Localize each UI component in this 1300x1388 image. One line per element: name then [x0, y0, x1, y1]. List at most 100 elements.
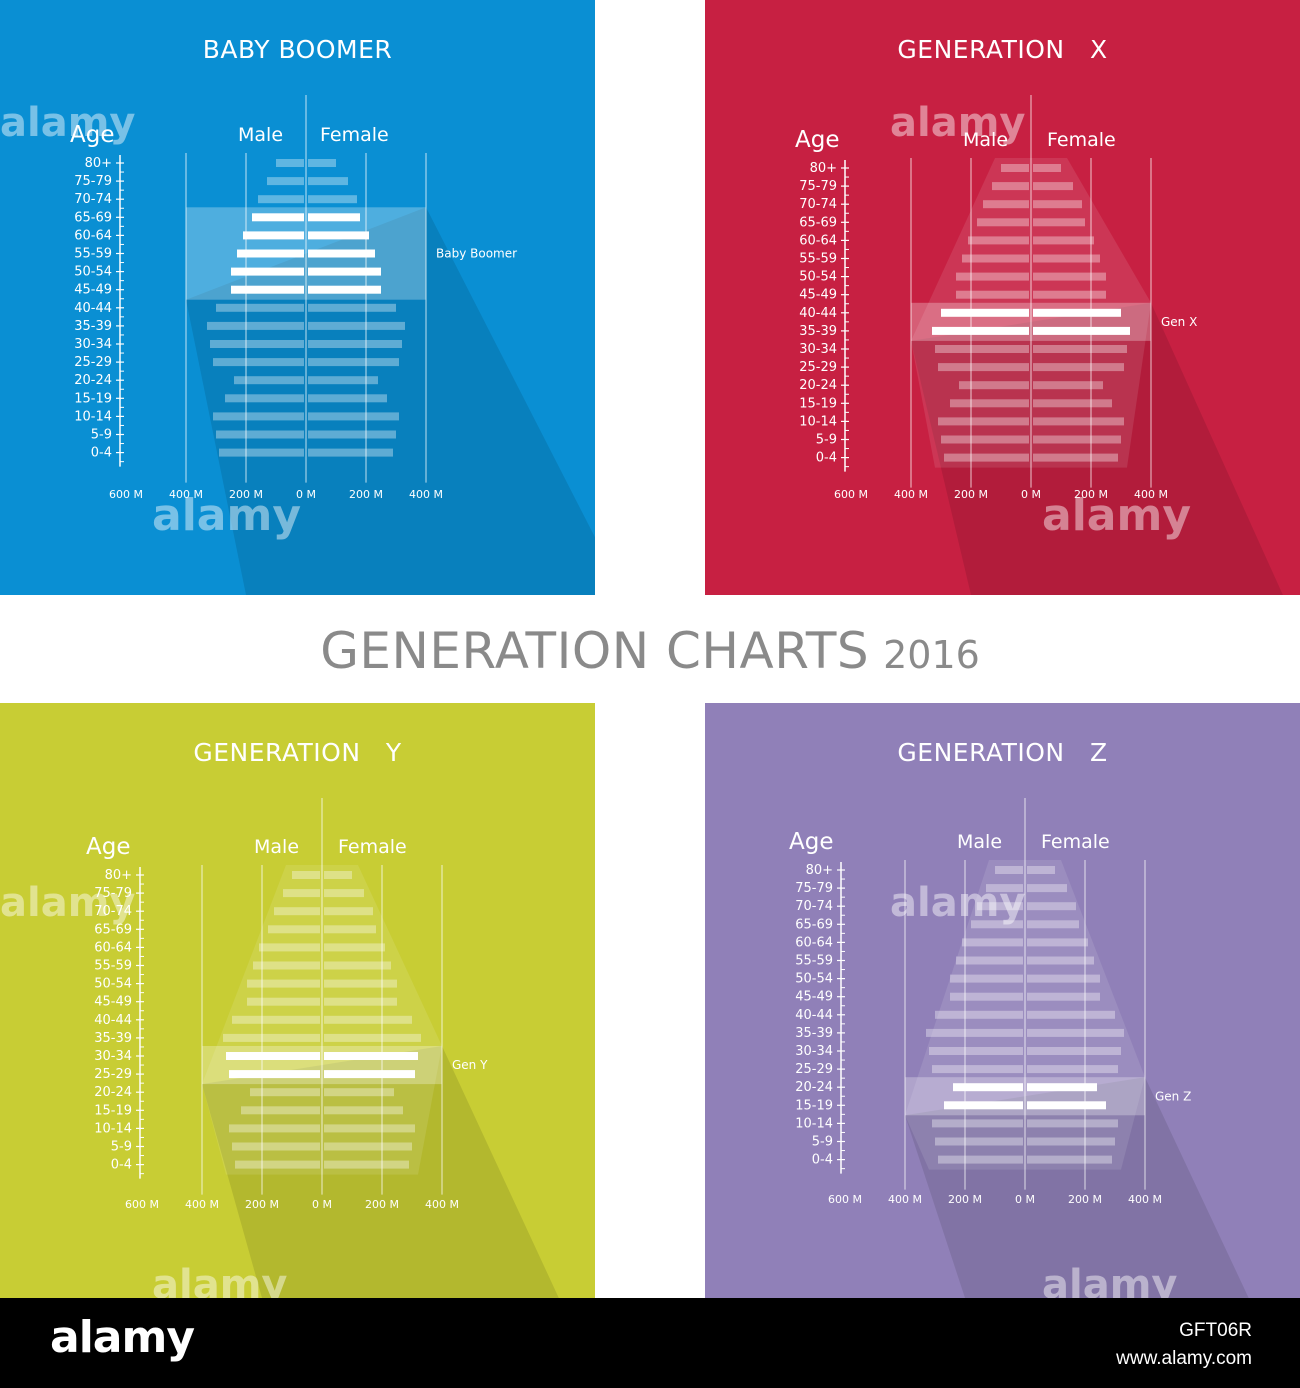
chart-title: BABY BOOMER	[202, 35, 393, 64]
age-tick-label: 10-14	[799, 414, 837, 429]
age-tick-label: 30-34	[795, 1044, 833, 1059]
bar-male-65-69	[252, 213, 304, 222]
highlight-label: Gen Y	[452, 1058, 488, 1072]
bar-male-65-69	[977, 218, 1029, 227]
age-tick-label: 30-34	[799, 342, 837, 357]
age-tick-label: 5-9	[91, 428, 112, 443]
bar-male-10-14	[229, 1124, 320, 1133]
bar-female-80+	[1027, 866, 1055, 874]
bar-male-55-59	[237, 249, 304, 258]
bar-female-30-34	[1033, 345, 1127, 353]
bar-male-25-29	[229, 1070, 320, 1079]
male-label: Male	[963, 129, 1009, 151]
age-tick-label: 65-69	[94, 922, 132, 937]
bar-male-30-34	[210, 340, 304, 348]
bar-female-25-29	[324, 1070, 415, 1079]
age-tick-label: 65-69	[74, 210, 112, 225]
x-tick-label: 400 M	[185, 1198, 219, 1211]
x-tick-label: 600 M	[125, 1198, 159, 1211]
age-tick-label: 60-64	[795, 935, 833, 950]
chart-canvas: Gen Y 80+ 75-79 70-74 65-69 60-64 55-59 50-54 45…	[94, 798, 595, 1298]
highlight-label: Gen Z	[1155, 1089, 1191, 1103]
bar-male-75-79	[283, 889, 320, 898]
bar-female-30-34	[324, 1052, 418, 1060]
age-axis-label: Age	[86, 834, 131, 860]
image-id: GFT06R	[1179, 1320, 1252, 1341]
age-tick-label: 75-79	[94, 886, 132, 901]
bar-female-10-14	[324, 1124, 415, 1133]
bar-female-30-34	[308, 340, 402, 348]
bar-male-70-74	[258, 195, 304, 204]
age-tick-label: 75-79	[74, 174, 112, 189]
highlight-label: Gen X	[1161, 315, 1197, 329]
bar-male-20-24	[953, 1083, 1023, 1092]
bar-male-65-69	[971, 920, 1023, 929]
x-tick-label: 200 M	[229, 488, 263, 501]
bar-male-75-79	[267, 177, 304, 186]
bar-male-25-29	[932, 1065, 1023, 1074]
bar-male-30-34	[226, 1052, 320, 1060]
age-tick-label: 5-9	[816, 433, 837, 448]
chart-canvas: Baby Boomer 80+ 75-79 70-74 65-69 60-64 55-59 5…	[74, 95, 595, 595]
age-tick-label: 0-4	[812, 1153, 833, 1168]
bar-female-5-9	[1027, 1137, 1115, 1146]
age-tick-label: 55-59	[799, 252, 837, 267]
age-tick-label: 10-14	[94, 1121, 132, 1136]
bar-male-0-4	[938, 1155, 1023, 1164]
age-tick-label: 40-44	[799, 306, 837, 321]
bar-female-55-59	[308, 249, 375, 258]
age-tick-label: 20-24	[799, 378, 837, 393]
bar-male-65-69	[268, 925, 320, 934]
bar-male-55-59	[253, 961, 320, 970]
age-tick-label: 75-79	[799, 179, 837, 194]
male-label: Male	[254, 836, 300, 858]
age-axis-label: Age	[795, 127, 840, 153]
age-tick-label: 0-4	[816, 451, 837, 466]
bar-male-15-19	[225, 394, 304, 403]
age-tick-label: 35-39	[94, 1031, 132, 1046]
bar-female-55-59	[1033, 254, 1100, 263]
bar-male-80+	[1001, 164, 1029, 172]
highlight-band	[202, 1046, 442, 1085]
age-tick-label: 80+	[810, 161, 837, 176]
bar-female-30-34	[1027, 1047, 1121, 1055]
age-tick-label: 40-44	[74, 301, 112, 316]
age-tick-label: 45-49	[94, 995, 132, 1010]
age-tick-label: 5-9	[812, 1135, 833, 1150]
bar-female-40-44	[1027, 1010, 1115, 1019]
chart-canvas: Gen Z 80+ 75-79 70-74 65-69 60-64 55-59 50-54 45…	[795, 798, 1300, 1298]
bar-male-60-64	[243, 231, 304, 240]
x-tick-label: 400 M	[409, 488, 443, 501]
age-tick-label: 5-9	[111, 1140, 132, 1155]
age-tick-label: 55-59	[795, 954, 833, 969]
bar-male-5-9	[935, 1137, 1023, 1146]
bar-female-0-4	[308, 448, 393, 457]
bar-male-35-39	[223, 1033, 320, 1042]
bar-female-80+	[1033, 164, 1061, 172]
female-label: Female	[1041, 831, 1110, 853]
long-shadow	[202, 1046, 595, 1298]
bar-female-80+	[324, 871, 352, 879]
bar-male-60-64	[968, 236, 1029, 245]
main-title-year: 2016	[883, 633, 980, 677]
bar-female-60-64	[308, 231, 369, 240]
age-tick-label: 15-19	[94, 1103, 132, 1118]
age-tick-label: 50-54	[74, 265, 112, 280]
age-tick-label: 55-59	[94, 959, 132, 974]
bar-female-65-69	[1027, 920, 1079, 929]
x-tick-label: 0 M	[312, 1198, 332, 1211]
bar-male-30-34	[929, 1047, 1023, 1055]
x-tick-label: 400 M	[894, 488, 928, 501]
site-url: www.alamy.com	[1116, 1348, 1252, 1369]
bar-male-15-19	[241, 1106, 320, 1115]
main-title-text: GENERATION CHARTS	[320, 622, 870, 680]
bar-female-50-54	[1033, 272, 1106, 281]
bar-female-70-74	[308, 195, 357, 204]
age-tick-label: 10-14	[795, 1116, 833, 1131]
age-tick-label: 45-49	[795, 990, 833, 1005]
age-tick-label: 80+	[806, 863, 833, 878]
x-tick-label: 0 M	[296, 488, 316, 501]
bar-male-80+	[276, 159, 304, 167]
bar-female-75-79	[324, 889, 364, 898]
chart-canvas: Gen X 80+ 75-79 70-74 65-69 60-64 55-59 50-54 45…	[799, 95, 1300, 595]
